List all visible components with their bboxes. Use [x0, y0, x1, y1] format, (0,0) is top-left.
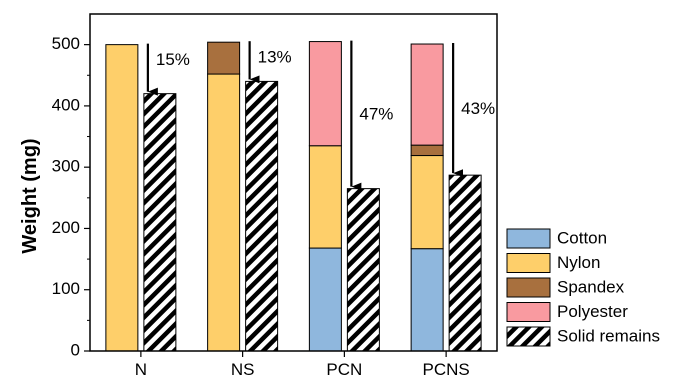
legend-swatch-solid-remains — [506, 326, 551, 347]
bar-pcn-nylon — [308, 145, 342, 249]
reduction-label-ns: 13% — [258, 48, 292, 67]
y-tick-label-0: 0 — [71, 340, 80, 359]
legend: Cotton Nylon Spandex Polyester Solid remains — [506, 228, 660, 347]
x-tick-label-pcns: PCNS — [423, 360, 470, 379]
legend-swatch-polyester — [506, 302, 551, 322]
legend-swatch-nylon — [506, 253, 551, 273]
x-tick-label-pcn: PCN — [326, 360, 362, 379]
y-tick-label-300: 300 — [52, 157, 80, 176]
bar-pcn-cotton — [308, 247, 342, 352]
x-tick-label-n: N — [135, 360, 147, 379]
y-tick-label-100: 100 — [52, 279, 80, 298]
legend-swatch-cotton — [506, 228, 551, 249]
plot-frame — [89, 13, 498, 352]
reduction-label-pcn: 47% — [359, 105, 393, 124]
y-axis-title: Weight (mg) — [19, 138, 41, 253]
y-tick-label-400: 400 — [52, 95, 80, 114]
bar-pcns-solid-remains — [448, 174, 482, 352]
x-tick-label-ns: NS — [231, 360, 255, 379]
y-tick-label-500: 500 — [52, 34, 80, 53]
legend-label-polyester: Polyester — [557, 302, 628, 321]
bar-n-solid-remains — [143, 93, 177, 352]
bar-pcns-cotton — [410, 248, 444, 352]
y-tick-label-200: 200 — [52, 218, 80, 237]
bar-ns-solid-remains — [245, 80, 279, 352]
bar-pcns-nylon — [410, 155, 444, 250]
plot-area: 15% N 13% NS 47% PCN 43% PCNS 0 100 200 300 400 500 — [52, 13, 498, 379]
legend-label-solid-remains: Solid remains — [557, 326, 660, 345]
bar-pcn-solid-remains — [346, 188, 380, 352]
bar-pcns-polyester — [410, 43, 444, 146]
reduction-label-pcns: 43% — [461, 99, 495, 118]
bar-pcns-spandex — [410, 144, 444, 157]
bar-ns-spandex — [207, 41, 241, 75]
legend-swatch-spandex — [506, 277, 551, 298]
legend-label-nylon: Nylon — [557, 253, 600, 272]
reduction-label-n: 15% — [156, 50, 190, 69]
legend-label-cotton: Cotton — [557, 228, 607, 247]
bar-n-nylon — [105, 44, 139, 352]
bar-pcn-polyester — [308, 41, 342, 147]
legend-label-spandex: Spandex — [557, 277, 625, 296]
bar-ns-nylon — [207, 73, 241, 352]
